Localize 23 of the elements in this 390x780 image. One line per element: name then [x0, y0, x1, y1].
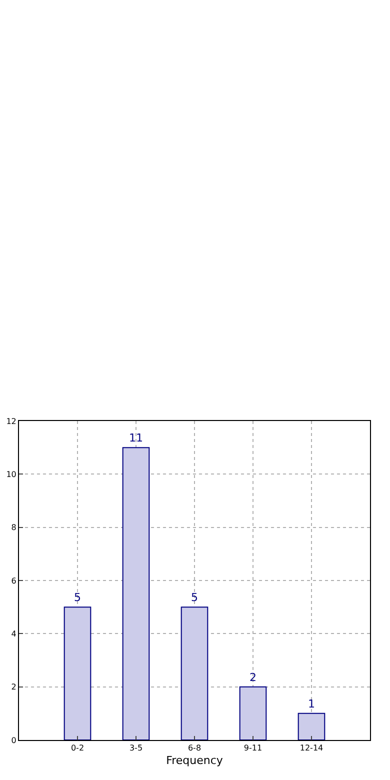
y-tick-label: 2 — [11, 682, 16, 692]
data-label: 5 — [74, 591, 81, 604]
bar — [122, 447, 150, 740]
bar — [64, 606, 92, 740]
x-tick-label: 0-2 — [70, 744, 84, 753]
y-tick-label: 4 — [11, 629, 16, 638]
data-label: 1 — [308, 697, 315, 710]
x-tick-label: 12-14 — [300, 744, 324, 753]
y-tick-label: 10 — [6, 470, 16, 479]
y-tick-label: 8 — [11, 523, 16, 532]
bar — [239, 686, 267, 740]
bar — [180, 606, 208, 740]
x-tick-label: 3-5 — [129, 744, 143, 753]
bar — [298, 712, 326, 740]
y-tick-label: 0 — [11, 736, 16, 745]
y-tick-label: 6 — [11, 576, 16, 586]
x-tick-label: 9-11 — [244, 744, 262, 753]
y-tick-label: 12 — [6, 416, 16, 426]
x-tick-label: 6-8 — [188, 744, 202, 753]
data-label: 2 — [250, 670, 256, 684]
data-label: 11 — [129, 432, 143, 445]
data-label: 5 — [191, 591, 198, 604]
x-axis-title: Frequency — [166, 754, 224, 767]
